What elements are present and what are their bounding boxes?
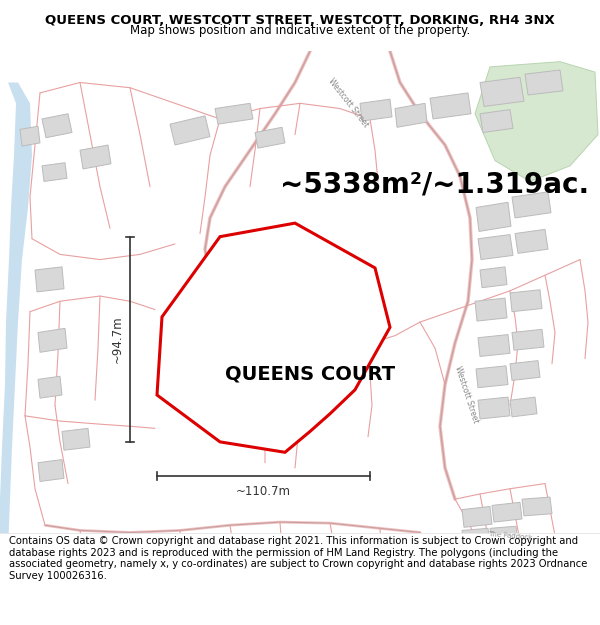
Polygon shape <box>235 554 267 574</box>
Polygon shape <box>480 267 507 288</box>
Text: ~5338m²/~1.319ac.: ~5338m²/~1.319ac. <box>280 171 589 199</box>
Polygon shape <box>478 334 510 356</box>
Text: Westcott Street: Westcott Street <box>454 366 481 424</box>
Polygon shape <box>475 62 598 181</box>
Polygon shape <box>308 317 348 334</box>
Polygon shape <box>360 99 392 121</box>
Polygon shape <box>42 114 72 138</box>
Text: ~94.7m: ~94.7m <box>111 316 124 363</box>
Polygon shape <box>305 552 337 571</box>
Polygon shape <box>122 539 150 558</box>
Polygon shape <box>512 192 551 218</box>
Polygon shape <box>20 126 40 146</box>
Polygon shape <box>515 229 548 253</box>
Polygon shape <box>480 78 524 106</box>
Polygon shape <box>510 290 542 312</box>
Polygon shape <box>476 366 508 388</box>
Polygon shape <box>248 575 280 595</box>
Polygon shape <box>475 298 507 321</box>
Text: QUEENS COURT, WESTCOTT STREET, WESTCOTT, DORKING, RH4 3NX: QUEENS COURT, WESTCOTT STREET, WESTCOTT,… <box>45 14 555 28</box>
Polygon shape <box>80 145 111 169</box>
Polygon shape <box>170 116 210 145</box>
Polygon shape <box>510 397 537 417</box>
Text: Westcott Street: Westcott Street <box>326 77 370 129</box>
Polygon shape <box>305 293 348 323</box>
Polygon shape <box>35 267 64 292</box>
Polygon shape <box>215 103 253 124</box>
Polygon shape <box>525 70 563 95</box>
Polygon shape <box>462 506 492 528</box>
Text: Map shows position and indicative extent of the property.: Map shows position and indicative extent… <box>130 24 470 37</box>
Polygon shape <box>410 547 440 564</box>
Polygon shape <box>492 503 522 522</box>
Polygon shape <box>38 376 62 398</box>
Text: ~110.7m: ~110.7m <box>236 484 291 498</box>
Polygon shape <box>342 568 370 586</box>
Polygon shape <box>282 573 312 592</box>
Text: The Paddock: The Paddock <box>488 531 532 541</box>
Polygon shape <box>200 537 232 553</box>
Polygon shape <box>160 537 192 556</box>
Polygon shape <box>92 539 120 559</box>
Polygon shape <box>478 234 513 259</box>
Polygon shape <box>255 127 285 148</box>
Polygon shape <box>490 526 518 545</box>
Polygon shape <box>340 552 372 570</box>
Polygon shape <box>38 328 67 352</box>
Polygon shape <box>157 223 390 452</box>
Text: QUEENS COURT: QUEENS COURT <box>225 364 395 384</box>
Polygon shape <box>255 534 287 551</box>
Polygon shape <box>38 459 64 481</box>
Polygon shape <box>375 549 407 567</box>
Polygon shape <box>62 428 90 450</box>
Polygon shape <box>476 202 511 231</box>
Polygon shape <box>42 162 67 181</box>
Polygon shape <box>395 103 427 127</box>
Polygon shape <box>510 361 540 381</box>
Text: Contains OS data © Crown copyright and database right 2021. This information is : Contains OS data © Crown copyright and d… <box>9 536 587 581</box>
Polygon shape <box>462 528 490 547</box>
Polygon shape <box>522 497 552 516</box>
Polygon shape <box>270 553 302 572</box>
Polygon shape <box>430 93 471 119</box>
Polygon shape <box>512 329 544 350</box>
Polygon shape <box>480 109 513 132</box>
Polygon shape <box>478 397 510 419</box>
Polygon shape <box>0 82 32 562</box>
